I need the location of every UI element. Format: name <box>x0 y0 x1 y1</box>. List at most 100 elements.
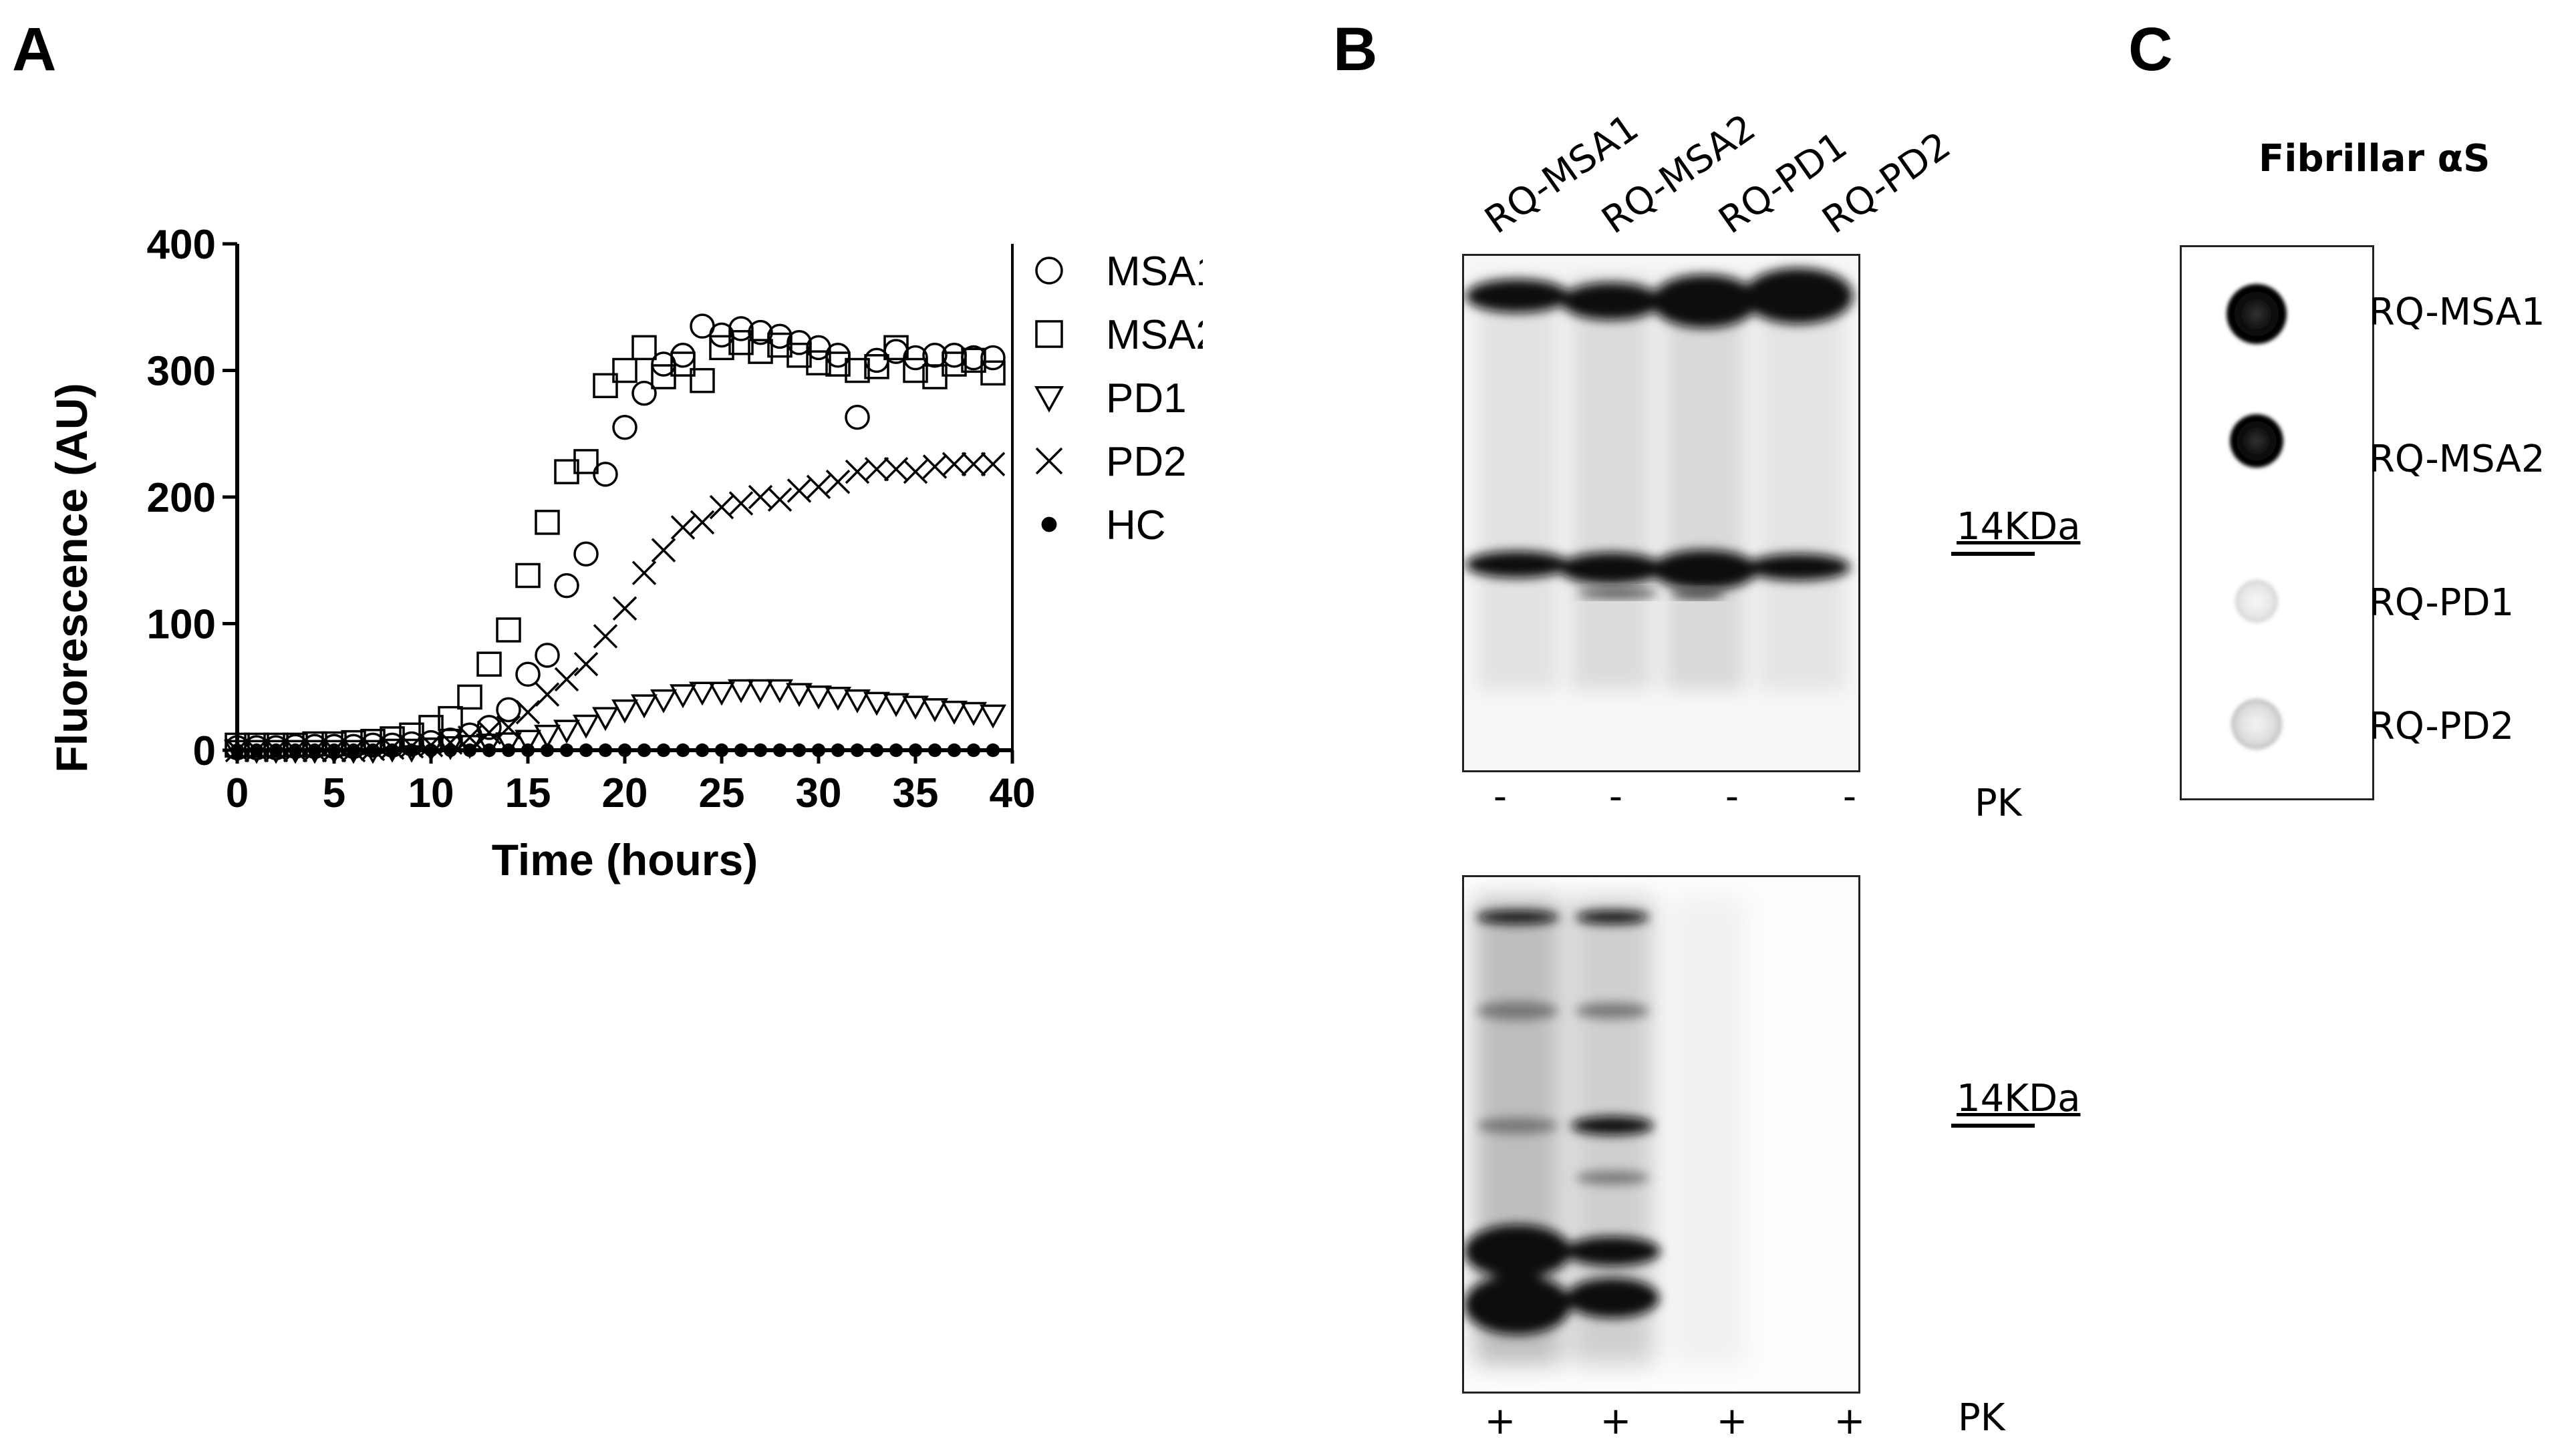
data-point-msa2 <box>535 510 560 535</box>
data-point-hc <box>269 743 283 758</box>
pk-label-top: PK <box>1975 782 2022 825</box>
data-point-pd2 <box>476 720 502 745</box>
data-point-msa1 <box>922 343 948 368</box>
legend-marker-msa1 <box>1035 257 1063 285</box>
data-point-msa2 <box>515 562 541 589</box>
data-point-hc <box>366 743 380 758</box>
data-point-pd2 <box>690 510 715 535</box>
dot-rq-pd2 <box>2231 699 2282 750</box>
data-point-msa1 <box>748 319 773 345</box>
legend-label-msa2: MSA2 <box>1106 312 1203 358</box>
pk-label-bottom: PK <box>1958 1396 2005 1440</box>
dot-blot-title: Fibrillar αS <box>2259 137 2490 180</box>
data-point-pd1 <box>631 694 658 719</box>
data-point-pd2 <box>728 491 754 516</box>
data-point-pd2 <box>438 730 463 755</box>
data-point-pd2 <box>670 515 696 540</box>
dot-rq-pd1 <box>2235 580 2278 623</box>
data-point-msa1 <box>903 345 928 371</box>
dot-blot-image <box>2227 284 2287 750</box>
data-point-msa1 <box>980 345 1006 371</box>
data-point-hc <box>327 743 341 758</box>
data-point-hc <box>230 743 245 758</box>
data-point-pd2 <box>903 459 928 484</box>
data-point-pd1 <box>611 699 638 723</box>
data-point-pd2 <box>864 457 889 482</box>
data-point-hc <box>521 743 535 758</box>
legend-marker-pd2 <box>1035 447 1063 475</box>
data-point-hc <box>947 743 962 758</box>
data-point-pd2 <box>883 457 909 482</box>
data-point-msa2 <box>728 330 754 355</box>
data-point-msa1 <box>593 462 618 487</box>
x-axis-label: Time (hours) <box>492 835 758 884</box>
data-point-msa2 <box>980 360 1006 386</box>
legend-label-pd1: PD1 <box>1106 375 1187 422</box>
dot-label-rq-msa1: RQ-MSA1 <box>2369 291 2545 334</box>
chart-points <box>224 313 1006 764</box>
data-point-pd1 <box>766 679 793 703</box>
data-point-msa1 <box>554 573 579 599</box>
data-point-msa1 <box>612 415 637 440</box>
data-point-hc <box>637 743 652 758</box>
y-axis-label: Fluorescence (AU) <box>47 383 96 772</box>
data-point-pd1 <box>921 698 948 723</box>
legend-marker-pd1 <box>1034 386 1064 413</box>
data-point-msa1 <box>845 404 870 430</box>
x-tick-label: 0 <box>226 770 249 816</box>
data-point-msa1 <box>515 661 541 687</box>
data-point-hc <box>424 743 438 758</box>
data-point-hc <box>792 743 807 758</box>
data-point-pd2 <box>980 452 1006 476</box>
data-point-hc <box>307 743 322 758</box>
data-point-msa2 <box>612 357 637 383</box>
data-point-pd1 <box>902 695 929 720</box>
data-point-hc <box>811 743 826 758</box>
data-point-msa1 <box>786 330 812 355</box>
data-point-pd1 <box>495 732 522 757</box>
y-tick-label: 0 <box>193 728 216 774</box>
data-point-msa1 <box>728 316 754 341</box>
data-point-pd2 <box>806 474 831 500</box>
data-point-hc <box>889 743 903 758</box>
dot-blot-membrane <box>2180 245 2374 800</box>
data-point-hc <box>927 743 942 758</box>
data-point-pd1 <box>553 719 580 744</box>
legend-marker-msa2 <box>1035 320 1063 348</box>
pk-sign-bottom: + <box>1484 1400 1516 1443</box>
x-tick-label: 20 <box>602 770 648 816</box>
data-point-hc <box>986 743 1000 758</box>
data-point-hc <box>676 743 690 758</box>
data-point-msa2 <box>903 357 928 383</box>
y-tick-label: 100 <box>147 602 216 648</box>
data-point-pd2 <box>612 596 637 621</box>
data-point-msa2 <box>573 449 599 474</box>
data-point-hc <box>462 743 477 758</box>
data-point-pd1 <box>689 681 716 706</box>
x-tick-label: 15 <box>505 770 551 816</box>
data-point-pd1 <box>786 683 813 707</box>
data-point-pd1 <box>476 734 503 758</box>
data-point-msa2 <box>961 347 986 373</box>
chart-legend: MSA1 MSA2 PD1 PD2 HC <box>1034 249 1203 548</box>
data-point-msa2 <box>476 651 502 677</box>
marker-label-bottom: 14KDa <box>1957 1077 2081 1120</box>
western-blot-bottom <box>1462 875 1860 1394</box>
data-point-msa2 <box>631 335 657 361</box>
data-point-pd1 <box>573 714 599 739</box>
data-point-pd1 <box>534 724 561 749</box>
x-tick-label: 40 <box>990 770 1036 816</box>
pk-sign-top: - <box>1493 775 1508 818</box>
data-point-pd2 <box>786 478 812 503</box>
data-point-pd2 <box>767 487 793 512</box>
data-point-msa2 <box>806 350 831 375</box>
data-point-pd2 <box>748 484 773 510</box>
data-point-msa1 <box>631 380 657 406</box>
data-point-pd1 <box>670 684 696 709</box>
data-point-msa1 <box>476 715 502 740</box>
data-point-pd2 <box>709 494 734 520</box>
data-point-msa2 <box>709 335 734 361</box>
x-tick-label: 35 <box>893 770 939 816</box>
data-point-hc <box>908 743 923 758</box>
